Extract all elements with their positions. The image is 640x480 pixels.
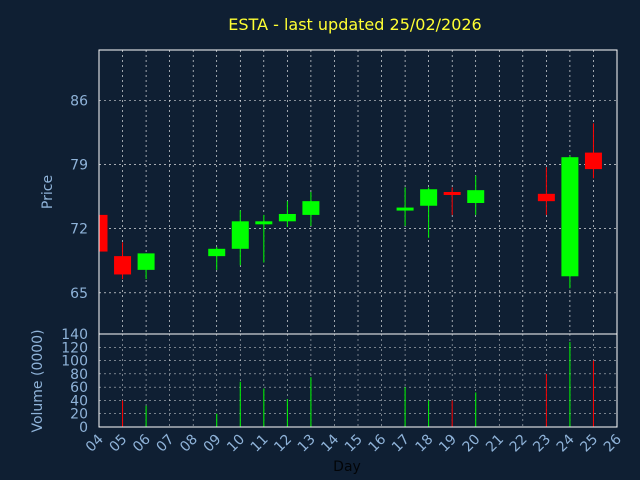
volume-tick-label: 0 bbox=[79, 420, 88, 436]
x-tick-label: 21 bbox=[483, 432, 507, 456]
x-tick-label: 08 bbox=[177, 432, 201, 456]
x-tick-label: 19 bbox=[436, 432, 460, 456]
price-tick-label: 79 bbox=[70, 158, 88, 174]
volume-tick-label: 40 bbox=[70, 393, 88, 409]
volume-tick-label: 120 bbox=[61, 340, 88, 356]
candle-body bbox=[99, 214, 108, 252]
x-tick-label: 07 bbox=[154, 432, 178, 456]
x-tick-label: 10 bbox=[224, 432, 248, 456]
candle-body bbox=[420, 189, 438, 206]
y-axis-label: Price bbox=[40, 175, 56, 209]
x-tick-label: 06 bbox=[130, 431, 154, 455]
candle-body bbox=[137, 253, 155, 270]
x-tick-label: 17 bbox=[389, 432, 413, 456]
volume-plot-border bbox=[98, 333, 618, 428]
x-tick-label: 25 bbox=[577, 432, 601, 456]
volume-tick-label: 140 bbox=[61, 327, 88, 343]
volume-tick-label: 80 bbox=[70, 367, 88, 383]
candle-body bbox=[255, 221, 273, 225]
x-tick-label: 15 bbox=[342, 432, 366, 456]
x-tick-label: 05 bbox=[106, 432, 130, 456]
volume-bars bbox=[122, 341, 594, 427]
x-tick-label: 26 bbox=[601, 431, 625, 455]
candle-body bbox=[443, 192, 461, 195]
x-tick-label: 16 bbox=[365, 431, 389, 455]
candle-body bbox=[396, 207, 414, 211]
x-tick-label: 24 bbox=[554, 431, 578, 455]
x-tick-label: 18 bbox=[413, 432, 437, 456]
x-tick-label: 22 bbox=[507, 432, 531, 456]
candle-body bbox=[302, 201, 320, 215]
candle-body bbox=[208, 248, 226, 257]
volume-tick-label: 100 bbox=[61, 354, 88, 370]
candle-body bbox=[278, 213, 296, 222]
price-tick-label: 65 bbox=[70, 286, 88, 302]
price-grid bbox=[98, 50, 618, 334]
chart-title: ESTA - last updated 25/02/2026 bbox=[228, 15, 481, 34]
x-tick-label: 23 bbox=[530, 432, 554, 456]
volume-tick-label: 60 bbox=[70, 380, 88, 396]
price-tick-labels: 65 72 79 86 bbox=[70, 93, 88, 301]
x-tick-label: 13 bbox=[295, 432, 319, 456]
candle-body bbox=[561, 157, 579, 277]
candles bbox=[98, 123, 602, 289]
x-axis-label: Day bbox=[333, 459, 361, 475]
x-tick-label: 09 bbox=[201, 432, 225, 456]
candle-body bbox=[114, 256, 132, 275]
candle-body bbox=[231, 221, 249, 249]
x-tick-label: 11 bbox=[248, 432, 272, 456]
volume-tick-label: 20 bbox=[70, 407, 88, 423]
x-tick-label: 20 bbox=[460, 432, 484, 456]
x-tick-labels: 04 05 06 07 08 09 10 11 12 13 14 15 16 17 18 19 20 21 22 23… bbox=[83, 431, 625, 455]
volume-grid bbox=[98, 334, 618, 427]
candle-body bbox=[467, 190, 485, 203]
volume-axis-label: Volume (0000) bbox=[30, 329, 46, 432]
candle-body bbox=[537, 193, 555, 202]
x-tick-label: 14 bbox=[318, 431, 342, 455]
price-tick-label: 86 bbox=[70, 93, 88, 109]
candle-body bbox=[584, 152, 602, 170]
x-tick-label: 12 bbox=[271, 432, 295, 456]
price-tick-label: 72 bbox=[70, 222, 88, 238]
